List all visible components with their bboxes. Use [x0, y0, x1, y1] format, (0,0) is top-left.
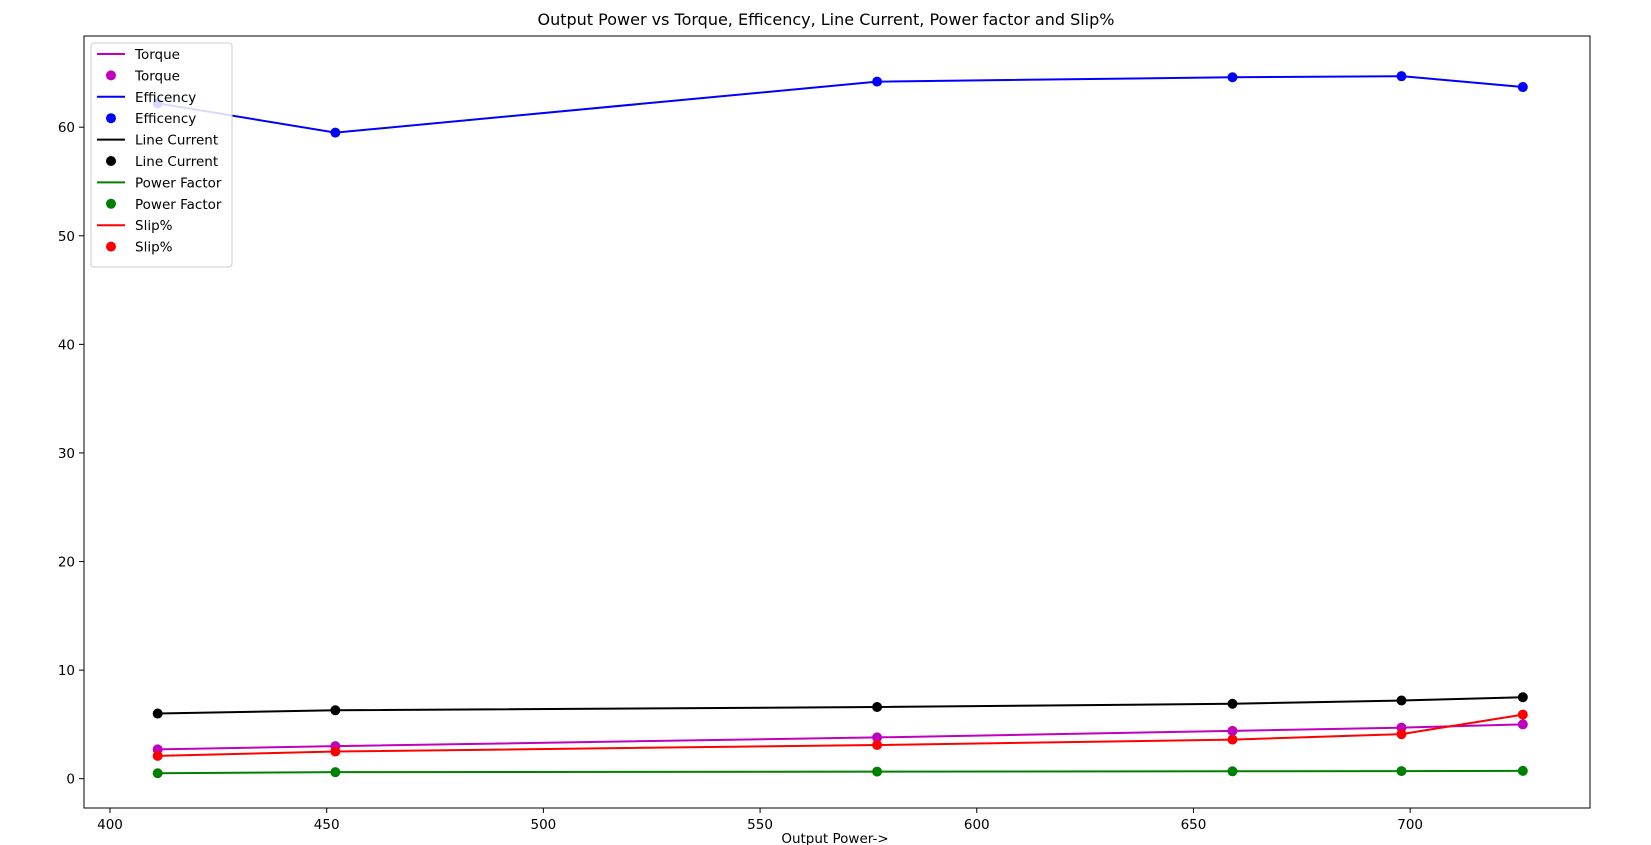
data-point-efficency [1227, 72, 1238, 83]
x-tick-label: 600 [964, 817, 990, 833]
x-tick-label: 700 [1397, 817, 1423, 833]
data-point-line-current [152, 708, 163, 719]
data-point-power-factor [1227, 766, 1238, 777]
data-point-slip [330, 746, 341, 757]
legend-marker-swatch-torque [106, 70, 116, 81]
x-tick-label: 450 [314, 817, 340, 833]
data-point-power-factor [152, 768, 163, 779]
legend-label: Torque [134, 68, 180, 84]
x-axis-label: Output Power-> [781, 831, 888, 845]
legend-marker-swatch-power-factor [106, 198, 116, 209]
data-point-slip [1517, 709, 1528, 720]
data-point-efficency [872, 76, 883, 87]
data-point-torque [1517, 719, 1528, 730]
data-point-line-current [872, 702, 883, 713]
legend-label: Slip% [135, 240, 173, 256]
legend-label: Line Current [135, 133, 218, 149]
y-tick-label: 0 [66, 772, 75, 788]
data-point-torque [1227, 725, 1238, 736]
series-line-torque [157, 723, 1523, 751]
x-tick-label: 500 [530, 817, 556, 833]
data-point-line-current [1227, 698, 1238, 709]
series-line-power-factor [157, 769, 1523, 775]
legend-label: Torque [134, 47, 180, 63]
y-tick-label: 50 [58, 229, 75, 245]
legend: Torque Torque Efficency Efficency Line Curre… [90, 42, 233, 268]
data-point-slip [872, 740, 883, 751]
legend-label: Power Factor [135, 197, 222, 213]
x-tick-label: 650 [1181, 817, 1207, 833]
data-point-efficency [1396, 71, 1407, 82]
y-tick-label: 20 [58, 555, 75, 571]
data-point-power-factor [330, 767, 341, 778]
legend-box [90, 42, 233, 268]
legend-marker-swatch-slip [106, 241, 116, 252]
data-point-torque [872, 732, 883, 743]
data-point-efficency [330, 127, 341, 138]
legend-marker-swatch-line-current [106, 156, 116, 166]
x-axis: 400 450 500 550 600 650 700 [97, 808, 1423, 833]
data-point-slip [1396, 729, 1407, 740]
x-tick-label: 550 [747, 817, 773, 833]
legend-label: Line Current [135, 154, 218, 170]
series-line-efficency [157, 75, 1523, 134]
data-point-power-factor [1396, 766, 1407, 777]
legend-label: Slip% [135, 218, 173, 234]
legend-marker-swatch-efficency [106, 113, 116, 124]
data-point-power-factor [1517, 765, 1528, 776]
series-line-slip [157, 713, 1523, 757]
data-point-line-current [1517, 692, 1528, 703]
data-point-slip [152, 750, 163, 761]
data-point-slip [1227, 734, 1238, 745]
y-tick-label: 30 [58, 446, 75, 462]
x-tick-label: 400 [97, 817, 123, 833]
data-point-power-factor [872, 766, 883, 777]
y-axis: 0 10 20 30 40 50 60 [58, 120, 84, 788]
legend-label: Efficency [135, 111, 196, 127]
plot-frame [83, 35, 1591, 809]
series-line-line-current [157, 696, 1523, 715]
chart-title: Output Power vs Torque, Efficency, Line … [538, 10, 1115, 29]
y-tick-label: 40 [58, 337, 75, 353]
data-point-line-current [330, 705, 341, 716]
legend-label: Power Factor [135, 175, 222, 191]
y-tick-label: 60 [58, 120, 75, 136]
data-point-line-current [1396, 695, 1407, 706]
legend-label: Efficency [135, 90, 196, 106]
plot-area [152, 71, 1528, 779]
y-tick-label: 10 [58, 663, 75, 679]
data-point-efficency [1517, 82, 1528, 93]
